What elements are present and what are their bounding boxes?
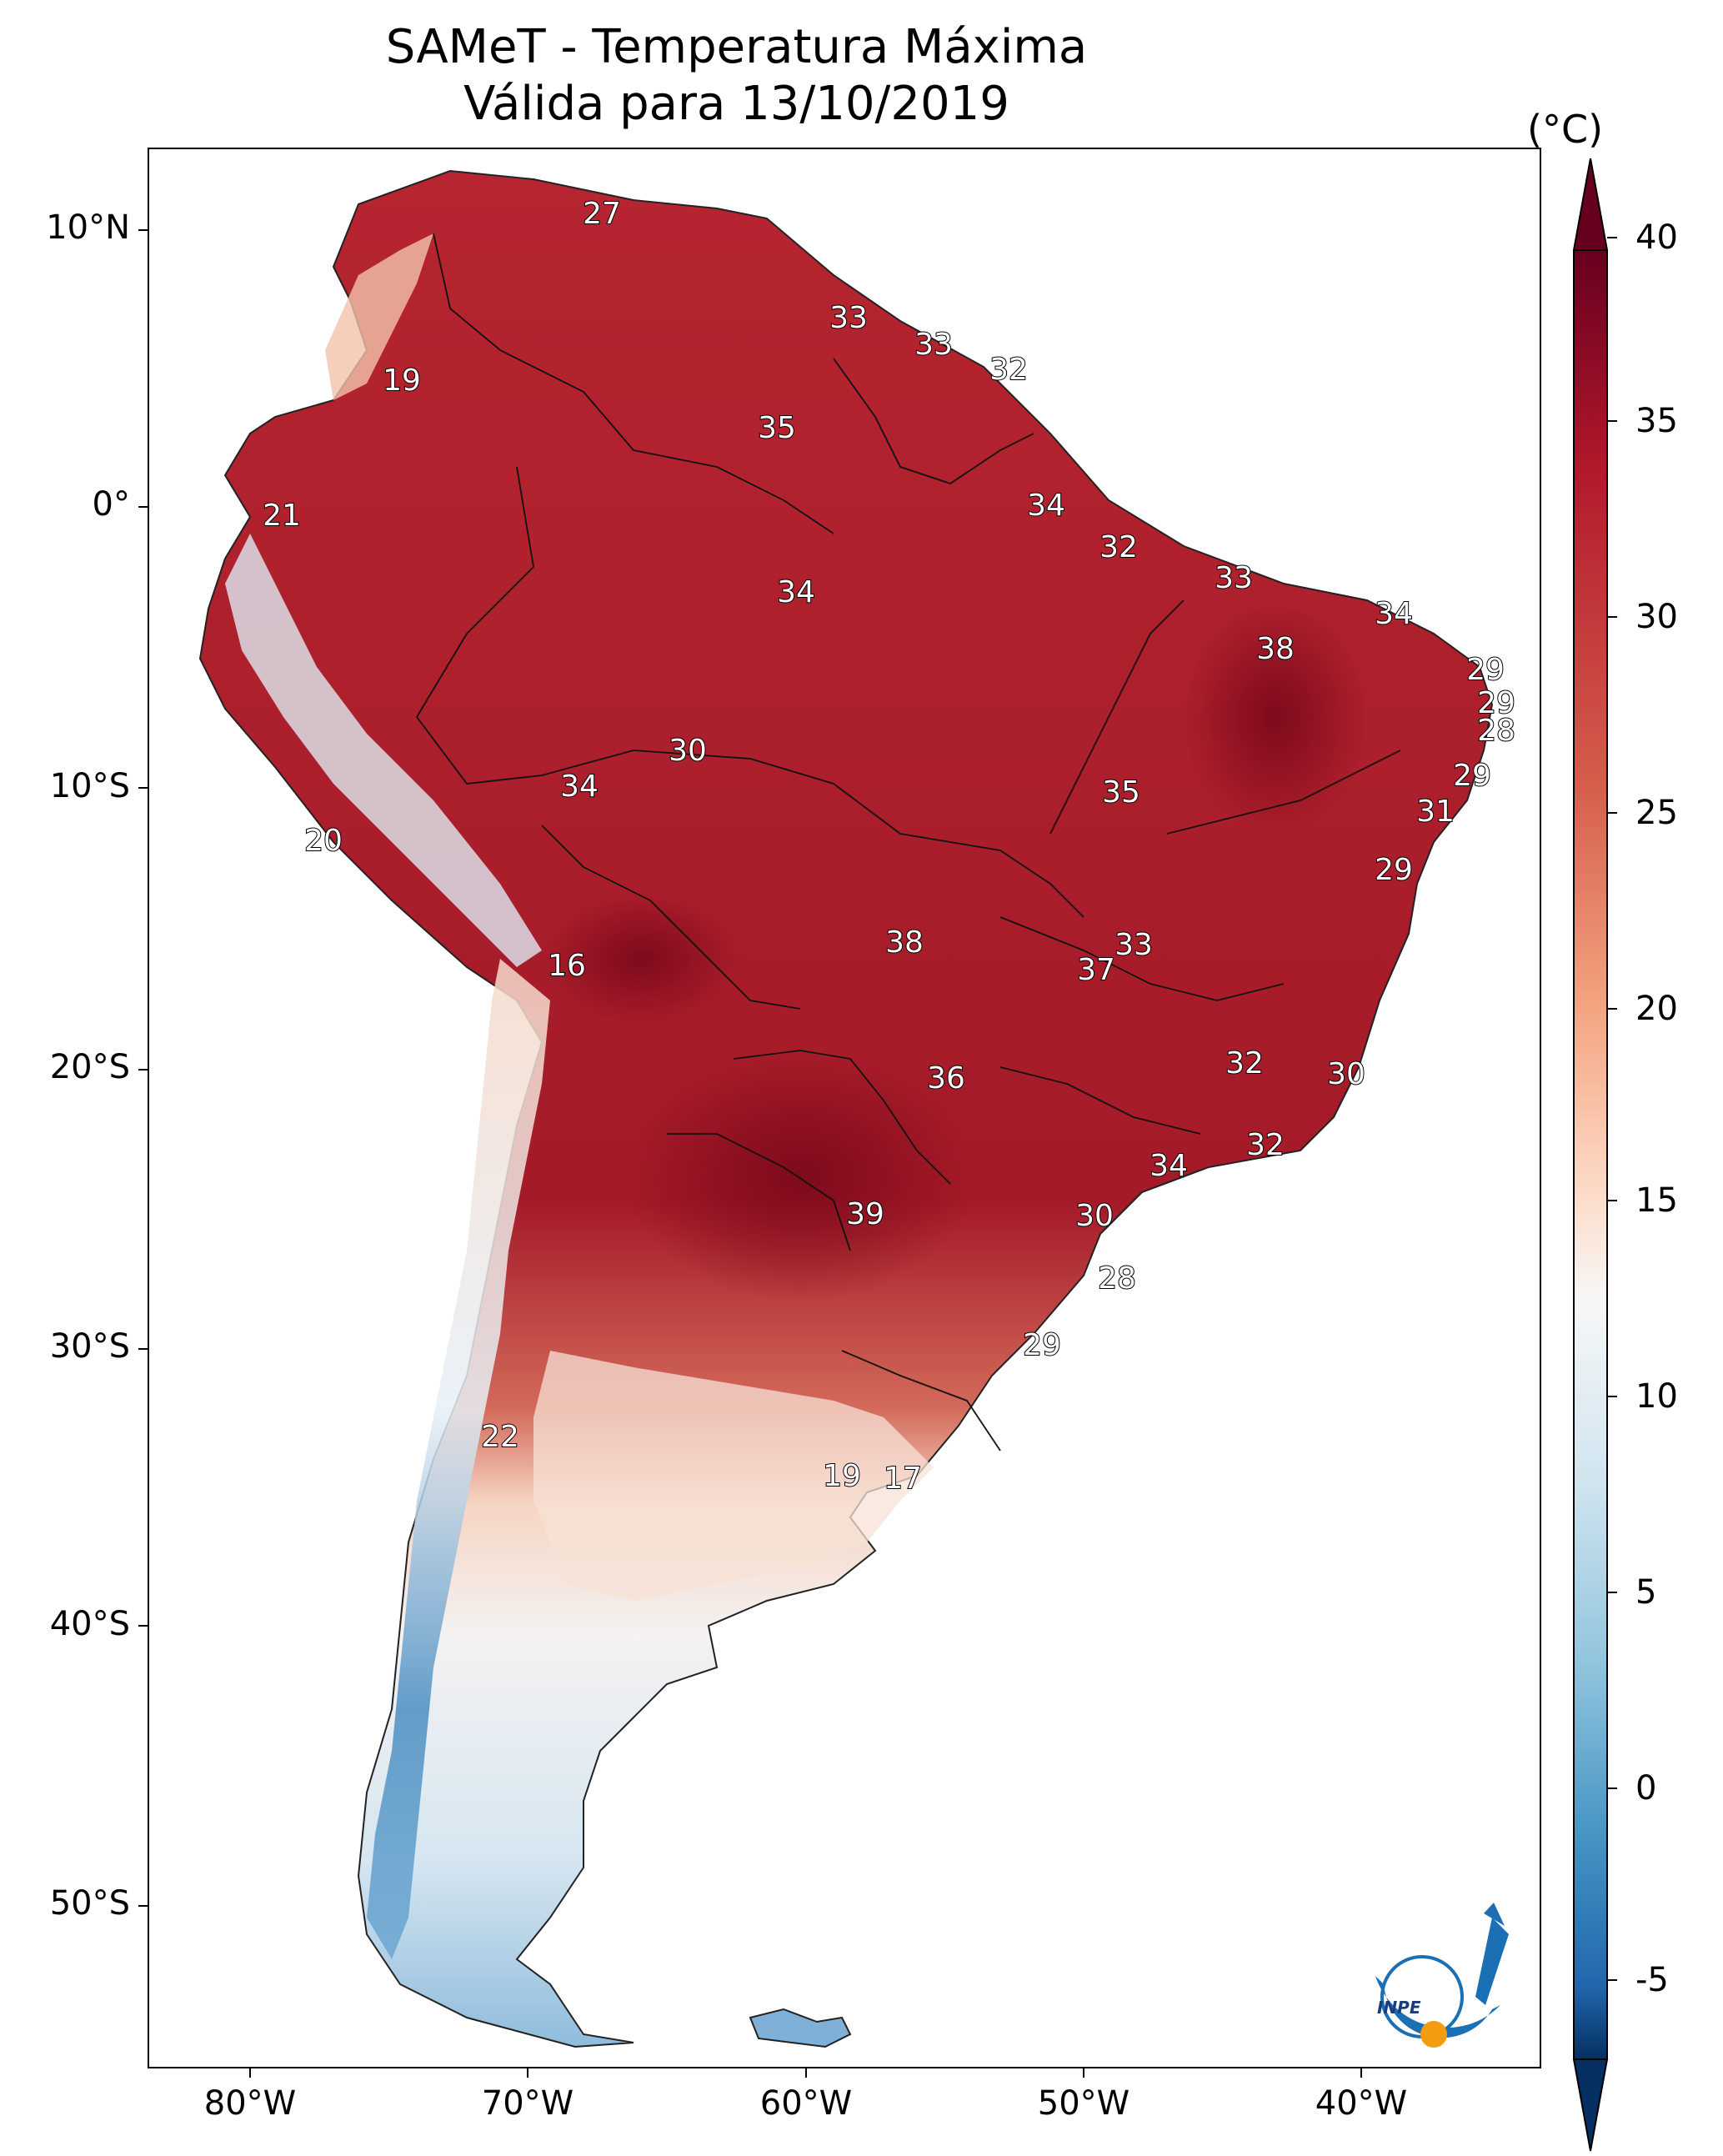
temp-label: 29 — [1375, 853, 1413, 887]
temp-label: 30 — [1075, 1199, 1114, 1233]
lat-tick-label: 10°N — [46, 208, 130, 247]
colorbar-tick-label: -5 — [1635, 1961, 1669, 1999]
lon-tick-label: 40°W — [1315, 2084, 1408, 2123]
colorbar-ticks — [1607, 237, 1617, 1981]
lon-tick-label: 70°W — [481, 2084, 574, 2123]
lat-tick-label: 10°S — [49, 767, 130, 805]
temp-label: 32 — [1246, 1128, 1285, 1162]
lat-tick-label: 20°S — [49, 1048, 130, 1086]
temp-label: 37 — [1077, 953, 1115, 987]
temp-label: 34 — [1150, 1149, 1188, 1183]
lat-tick-label: 40°S — [49, 1605, 130, 1643]
hot-core-northeast — [1184, 600, 1367, 834]
peru-andes — [225, 534, 542, 967]
temp-label: 33 — [1114, 928, 1153, 962]
temp-label: 31 — [1416, 795, 1455, 829]
colorbar-bottom-arrow — [1572, 2058, 1609, 2152]
lat-tick-label: 50°S — [49, 1884, 130, 1923]
temp-label: 32 — [1225, 1046, 1264, 1081]
colorbar-scale — [1573, 249, 1608, 2060]
hot-core-bolivia — [542, 892, 742, 1025]
temp-label: 33 — [1215, 561, 1253, 595]
lon-tick-label: 80°W — [203, 2084, 297, 2123]
temp-label: 21 — [263, 499, 301, 533]
chart-title: SAMeT - Temperatura Máxima — [385, 20, 1088, 74]
temp-label: 28 — [1098, 1261, 1136, 1296]
colorbar-tick-label: 40 — [1635, 218, 1678, 257]
temp-label: 29 — [1466, 653, 1505, 687]
colorbar-top-arrow — [1572, 158, 1609, 251]
hot-core-chaco — [625, 1050, 975, 1301]
country-borders — [415, 233, 1401, 1452]
colorbar-tick-label: 5 — [1635, 1573, 1657, 1612]
colorbar-tick-label: 15 — [1635, 1181, 1678, 1220]
temp-label: 34 — [560, 770, 599, 804]
temp-label: 29 — [1023, 1328, 1061, 1362]
colorbar-tick-label: 10 — [1635, 1377, 1678, 1416]
axis-ticks — [138, 229, 1362, 2078]
colorbar-tick-label: 25 — [1635, 794, 1678, 832]
temp-label: 17 — [884, 1462, 922, 1496]
temp-label: 19 — [383, 364, 421, 398]
temp-label: 20 — [304, 824, 343, 858]
temp-label: 39 — [846, 1197, 884, 1231]
temp-label: 33 — [914, 328, 953, 362]
temperature-labels: 27 33 33 32 19 35 34 21 32 34 33 34 38 2… — [262, 196, 1516, 1497]
falkland-islands — [749, 2008, 852, 2048]
temp-label: 32 — [989, 353, 1028, 387]
colorbar-tick-label: 20 — [1635, 990, 1678, 1028]
lon-tick-label: 60°W — [759, 2084, 853, 2123]
temp-label: 35 — [1102, 775, 1140, 810]
temp-label: 29 — [1477, 686, 1515, 720]
temp-label: 30 — [1327, 1057, 1365, 1091]
temp-label: 30 — [669, 734, 707, 768]
temp-label: 36 — [927, 1061, 965, 1096]
colorbar-tick-label: 0 — [1635, 1769, 1657, 1808]
temp-label: 35 — [758, 411, 796, 445]
colombia-andes — [325, 233, 433, 400]
lon-tick-label: 50°W — [1037, 2084, 1130, 2123]
temp-label: 38 — [885, 925, 924, 960]
temp-label: 34 — [1027, 489, 1065, 523]
temp-label: 16 — [548, 949, 586, 983]
temp-label: 27 — [583, 197, 621, 231]
temp-label: 32 — [1099, 530, 1138, 564]
andes-band — [367, 959, 550, 1959]
temp-label: 29 — [1453, 759, 1491, 793]
temp-label: 33 — [829, 301, 868, 335]
colorbar-tick-label: 30 — [1635, 598, 1678, 636]
pampas-region — [533, 1351, 934, 1601]
temp-label: 34 — [1375, 597, 1413, 631]
inpe-logo: INPE — [1375, 1903, 1509, 2048]
temp-label: 28 — [1477, 714, 1515, 748]
logo-text: INPE — [1377, 1998, 1421, 2018]
temp-label: 34 — [777, 575, 815, 609]
lat-tick-label: 0° — [92, 485, 130, 524]
colorbar-unit: (°C) — [1527, 107, 1604, 152]
lat-tick-label: 30°S — [49, 1327, 130, 1366]
temp-label: 19 — [823, 1459, 861, 1493]
colorbar — [1572, 158, 1617, 2152]
colorbar-tick-label: 35 — [1635, 402, 1678, 440]
temp-label: 38 — [1256, 632, 1295, 666]
temp-label: 22 — [481, 1420, 519, 1454]
chart-subtitle: Válida para 13/10/2019 — [463, 77, 1009, 131]
